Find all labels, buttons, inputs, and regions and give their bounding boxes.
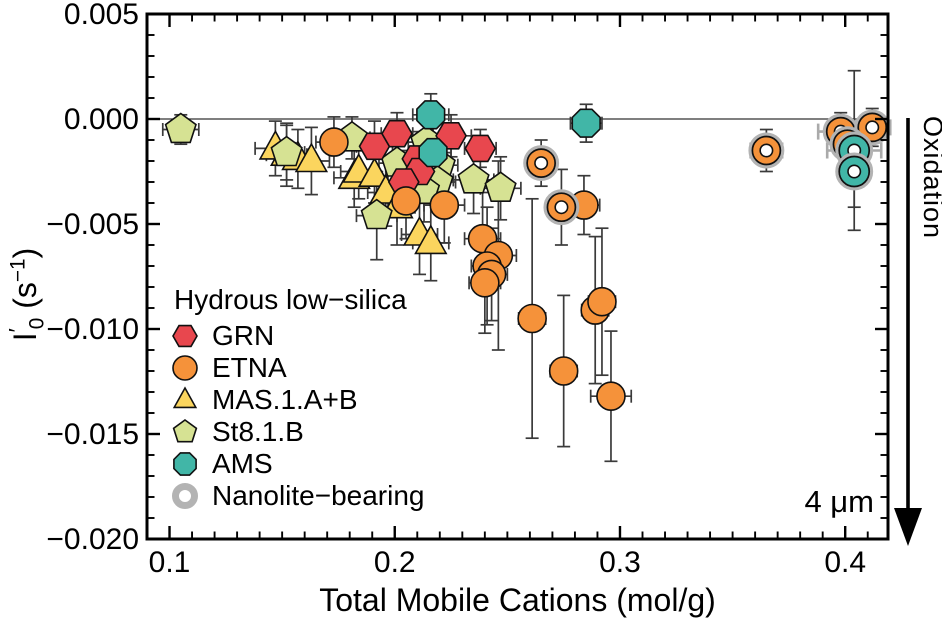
legend-label: Nanolite−bearing — [212, 480, 425, 511]
legend-item-etna: ETNA — [170, 352, 425, 384]
annotation-grain-size: 4 μm — [804, 484, 874, 519]
series-MAS.1.A+B — [258, 129, 448, 255]
legend-label: ETNA — [212, 352, 287, 383]
plot-frame — [145, 12, 890, 541]
legend-label: AMS — [212, 448, 273, 479]
legend-items: GRN ETNA MAS.1.A+B St8.1.B AMS Nanolite−beari… — [170, 320, 425, 512]
annotation-oxidation-label: Oxidation — [918, 116, 942, 240]
legend-item-grn: GRN — [170, 320, 425, 352]
x-tick-labels: 0.1 0.2 0.3 0.4 — [149, 546, 866, 579]
svg-text:0.2: 0.2 — [374, 546, 416, 579]
legend-marker-icon — [172, 324, 198, 348]
y-axis-label: I′0 (s−1) — [4, 247, 49, 342]
svg-text:0.1: 0.1 — [149, 546, 191, 579]
svg-text:0.005: 0.005 — [64, 0, 139, 31]
legend-title: Hydrous low−silica — [174, 284, 407, 315]
legend-item-ams: AMS — [170, 448, 425, 480]
legend-label: MAS.1.A+B — [212, 384, 358, 415]
svg-text:−0.015: −0.015 — [46, 418, 139, 451]
series-AMS — [416, 100, 874, 191]
svg-text:−0.005: −0.005 — [46, 208, 139, 241]
svg-text:−0.020: −0.020 — [46, 523, 139, 556]
x-axis-label: Total Mobile Cations (mol/g) — [319, 582, 716, 618]
axis-ticks — [147, 12, 888, 541]
legend-marker-icon — [172, 386, 198, 409]
legend-marker-icon — [172, 483, 198, 509]
legend-marker-icon — [172, 419, 198, 443]
oxidation-arrow — [894, 118, 922, 546]
svg-text:−0.010: −0.010 — [46, 313, 139, 346]
legend-marker-icon — [172, 355, 198, 381]
legend-item-st8-1-b: St8.1.B — [170, 416, 425, 448]
legend-label: GRN — [212, 320, 275, 351]
svg-text:0.3: 0.3 — [599, 546, 641, 579]
svg-text:0.4: 0.4 — [824, 546, 866, 579]
y-tick-labels: 0.005 0.000 −0.005 −0.010 −0.015 −0.020 — [46, 0, 139, 556]
legend-item-mas-1-a-b: MAS.1.A+B — [170, 384, 425, 416]
legend: Hydrous low−silica GRN ETNA MAS.1.A+B St8.1… — [170, 284, 425, 512]
legend-marker-icon — [173, 452, 197, 476]
svg-text:0.000: 0.000 — [64, 103, 139, 136]
legend-item-nanolite-bearing: Nanolite−bearing — [170, 480, 425, 512]
legend-label: St8.1.B — [212, 416, 304, 447]
